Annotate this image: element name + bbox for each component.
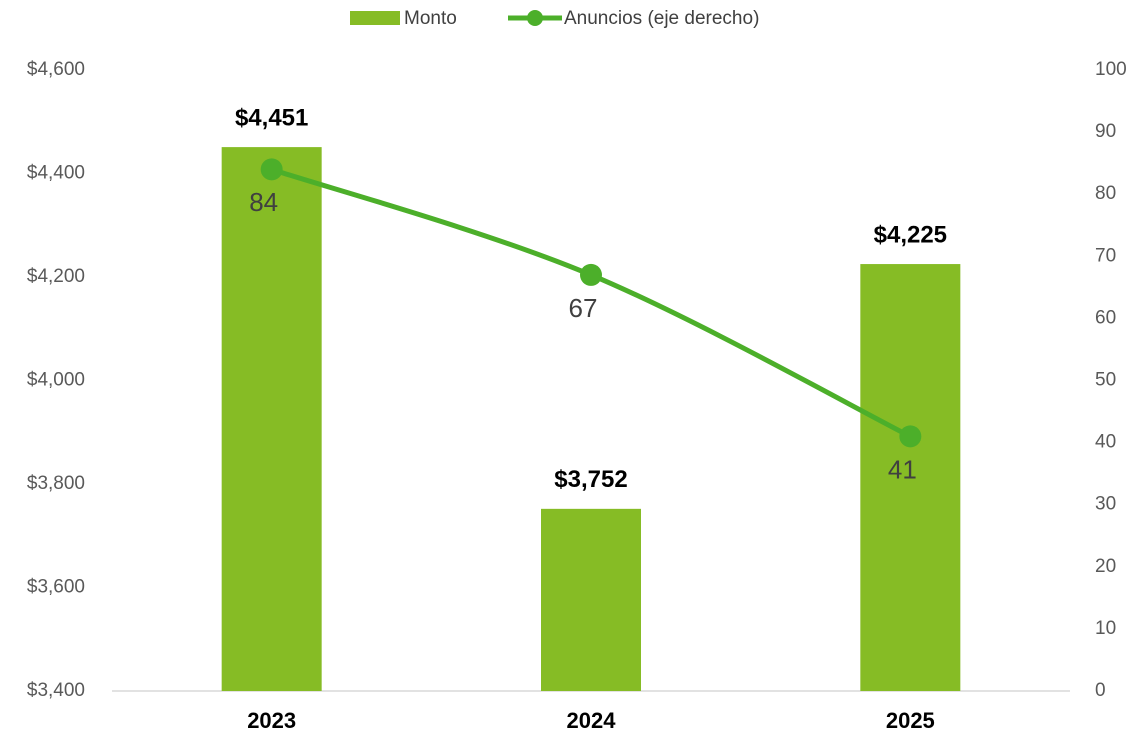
y2-tick-label: 80 <box>1095 183 1116 204</box>
line-value-label: 67 <box>569 293 598 323</box>
x-tick-label: 2025 <box>886 708 935 733</box>
bar <box>860 264 961 691</box>
line-marker <box>899 425 922 448</box>
y-tick-label: $4,000 <box>27 370 85 391</box>
y-tick-label: $4,600 <box>27 59 85 80</box>
legend-label: Monto <box>404 8 457 29</box>
y2-tick-label: 30 <box>1095 494 1116 515</box>
legend-swatch <box>350 11 400 25</box>
x-tick-label: 2023 <box>247 708 296 733</box>
y2-tick-label: 70 <box>1095 245 1116 266</box>
legend-marker <box>527 10 543 26</box>
line-marker <box>260 158 283 181</box>
y2-tick-label: 90 <box>1095 121 1116 142</box>
x-tick-label: 2024 <box>567 708 617 733</box>
bar-value-label: $4,225 <box>874 221 947 248</box>
line-marker <box>580 263 602 286</box>
bar-value-label: $4,451 <box>235 104 308 131</box>
legend-label: Anuncios (eje derecho) <box>564 8 759 29</box>
y2-tick-label: 100 <box>1095 59 1127 80</box>
y-tick-label: $4,200 <box>27 266 85 287</box>
y2-tick-label: 50 <box>1095 370 1116 391</box>
y-tick-label: $3,800 <box>27 473 85 494</box>
bar <box>221 147 322 692</box>
y-tick-label: $3,400 <box>27 680 85 701</box>
line-value-label: 41 <box>888 454 917 484</box>
y2-tick-label: 0 <box>1095 680 1106 701</box>
y2-tick-label: 10 <box>1095 618 1116 639</box>
bar <box>541 508 641 691</box>
y2-tick-label: 40 <box>1095 432 1116 453</box>
y2-tick-label: 20 <box>1095 556 1116 577</box>
line-value-label: 84 <box>249 187 278 217</box>
y-tick-label: $3,600 <box>27 577 85 598</box>
y2-tick-label: 60 <box>1095 307 1116 328</box>
bar-value-label: $3,752 <box>554 466 627 493</box>
y-tick-label: $4,400 <box>27 163 85 184</box>
